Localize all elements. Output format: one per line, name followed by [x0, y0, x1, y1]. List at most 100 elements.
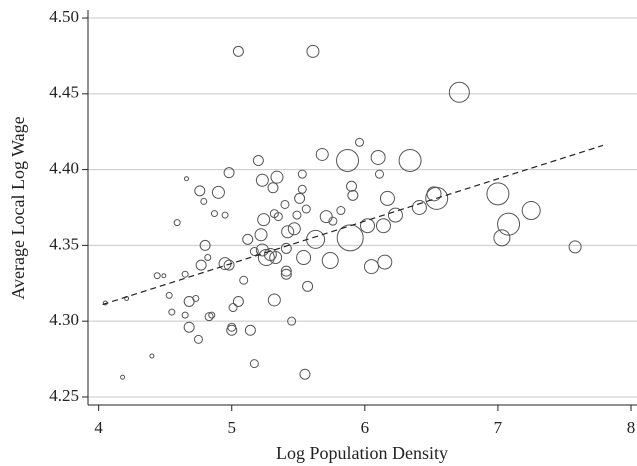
bubble	[120, 374, 126, 380]
bubble	[173, 219, 181, 227]
bubble	[374, 169, 384, 179]
bubble	[411, 200, 427, 215]
bubble	[199, 239, 211, 251]
bubble	[255, 173, 269, 187]
bubble	[195, 259, 207, 271]
bubble	[227, 322, 237, 332]
bubble	[252, 155, 264, 167]
bubble	[280, 242, 292, 254]
x-tick-label: 6	[361, 418, 370, 437]
x-axis-title: Log Population Density	[276, 443, 448, 463]
bubble	[249, 246, 259, 256]
bubble	[306, 44, 320, 58]
y-tick-label: 4.25	[49, 386, 79, 405]
bubble	[211, 185, 225, 199]
bubble	[228, 303, 238, 313]
y-tick-label: 4.30	[49, 310, 79, 329]
bubble	[302, 280, 314, 292]
bubble	[425, 186, 449, 210]
y-tick-label: 4.50	[49, 7, 79, 26]
x-tick-label: 5	[227, 418, 236, 437]
bubble	[387, 207, 403, 223]
bubble	[281, 225, 295, 239]
y-tick-label: 4.40	[49, 159, 79, 178]
bubble	[165, 291, 173, 299]
bubble	[193, 334, 203, 344]
bubble	[210, 210, 218, 218]
bubble	[204, 312, 214, 322]
bubble	[296, 250, 312, 266]
bubble	[267, 293, 281, 307]
bubble	[315, 147, 329, 161]
x-tick-label: 8	[627, 418, 636, 437]
bubble	[223, 259, 235, 271]
bubble	[194, 185, 206, 197]
bubble	[347, 189, 359, 201]
bubble	[242, 233, 254, 245]
bubble	[183, 176, 189, 182]
bubble	[232, 45, 244, 57]
bubble	[226, 324, 238, 336]
bubble	[448, 81, 470, 103]
bubble	[208, 311, 216, 319]
bubble	[375, 218, 391, 234]
bubble	[486, 182, 510, 206]
bubble	[359, 218, 375, 234]
bubble	[292, 210, 302, 220]
bubble	[426, 186, 442, 202]
bubble	[269, 251, 283, 265]
bubble	[297, 169, 307, 179]
bubble	[299, 368, 311, 380]
bubble	[497, 212, 521, 236]
bubble	[149, 353, 155, 359]
bubble	[244, 324, 256, 336]
bubble	[379, 190, 395, 206]
bubble	[377, 254, 393, 270]
bubble	[336, 224, 364, 252]
bubble	[287, 222, 301, 236]
bubble	[336, 149, 360, 173]
bubble	[204, 254, 212, 262]
bubble	[223, 167, 235, 179]
bubble	[232, 295, 244, 307]
bubble	[493, 229, 511, 247]
bubble	[273, 212, 283, 222]
bubble	[239, 275, 249, 285]
y-axis-title: Average Local Log Wage	[8, 116, 28, 299]
bubble	[336, 206, 346, 216]
bubble	[363, 259, 379, 275]
bubble	[249, 359, 259, 369]
bubble	[161, 273, 167, 279]
bubble	[181, 311, 189, 319]
bubble	[280, 268, 292, 280]
bubble	[346, 180, 358, 192]
bubble	[270, 170, 284, 184]
y-tick-label: 4.35	[49, 234, 79, 253]
bubble	[319, 210, 333, 224]
bubble	[287, 316, 297, 326]
bubble	[568, 240, 582, 254]
bubble	[321, 252, 339, 270]
bubble	[254, 228, 268, 242]
y-tick-label: 4.45	[49, 83, 79, 102]
bubble	[267, 182, 279, 194]
bubble	[257, 213, 271, 227]
bubble	[328, 216, 338, 226]
bubble	[168, 308, 176, 316]
bubble	[221, 211, 229, 219]
fit-line	[102, 144, 604, 306]
bubble	[200, 197, 208, 205]
bubble	[280, 199, 290, 209]
bubble	[355, 137, 365, 147]
bubble	[398, 149, 422, 173]
bubble	[370, 149, 386, 165]
bubble	[183, 321, 195, 333]
x-tick-label: 4	[94, 418, 103, 437]
bubble	[181, 270, 189, 278]
bubble	[521, 201, 541, 221]
x-tick-label: 7	[494, 418, 503, 437]
bubble	[192, 294, 200, 302]
bubble	[280, 265, 292, 277]
